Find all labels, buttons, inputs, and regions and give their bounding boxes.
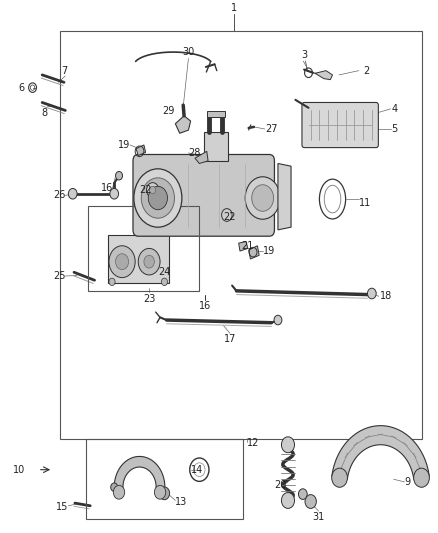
Text: 18: 18 <box>380 291 392 301</box>
Text: 29: 29 <box>162 106 175 116</box>
Text: 24: 24 <box>158 267 171 277</box>
Text: 8: 8 <box>41 108 47 118</box>
Circle shape <box>282 492 294 508</box>
FancyBboxPatch shape <box>133 155 275 236</box>
Circle shape <box>144 255 154 268</box>
Circle shape <box>109 246 135 278</box>
Bar <box>86 439 243 519</box>
Bar <box>108 235 169 283</box>
Circle shape <box>116 172 123 180</box>
Text: 14: 14 <box>191 465 203 475</box>
Text: 22: 22 <box>140 185 152 195</box>
Circle shape <box>413 468 429 487</box>
Text: 22: 22 <box>223 212 236 222</box>
Text: 23: 23 <box>143 294 155 303</box>
Polygon shape <box>239 241 248 251</box>
Bar <box>204 132 228 161</box>
Text: 12: 12 <box>247 438 260 448</box>
Circle shape <box>134 169 182 227</box>
Polygon shape <box>332 426 429 479</box>
Text: 31: 31 <box>312 512 325 522</box>
Circle shape <box>252 185 274 211</box>
Circle shape <box>109 278 115 286</box>
Circle shape <box>245 177 280 219</box>
Bar <box>60 31 422 439</box>
Polygon shape <box>195 151 208 164</box>
Text: 5: 5 <box>392 124 398 134</box>
Text: 26: 26 <box>53 190 65 200</box>
Circle shape <box>274 316 282 325</box>
Polygon shape <box>249 246 259 259</box>
Text: 19: 19 <box>118 140 130 150</box>
Text: 10: 10 <box>12 465 25 475</box>
Text: 2: 2 <box>363 66 369 76</box>
Circle shape <box>113 486 125 499</box>
Circle shape <box>111 483 118 491</box>
Text: 15: 15 <box>56 502 68 512</box>
Text: 16: 16 <box>199 302 211 311</box>
Polygon shape <box>114 456 165 494</box>
Text: 21: 21 <box>241 241 253 251</box>
Text: 25: 25 <box>53 271 65 281</box>
FancyBboxPatch shape <box>302 102 378 148</box>
Circle shape <box>116 254 129 270</box>
Circle shape <box>148 187 167 209</box>
Polygon shape <box>136 145 146 156</box>
Text: 9: 9 <box>405 477 411 487</box>
Polygon shape <box>278 164 291 230</box>
Text: 28: 28 <box>188 148 201 158</box>
Bar <box>207 111 225 117</box>
Text: 27: 27 <box>265 124 277 134</box>
Circle shape <box>298 489 307 499</box>
Bar <box>88 206 199 291</box>
Text: 13: 13 <box>175 497 187 506</box>
Polygon shape <box>175 116 191 133</box>
Polygon shape <box>315 71 332 79</box>
Circle shape <box>155 486 166 499</box>
Circle shape <box>141 178 174 218</box>
Circle shape <box>150 187 155 194</box>
Circle shape <box>282 437 294 453</box>
Text: 19: 19 <box>263 246 275 256</box>
Circle shape <box>305 495 316 508</box>
Text: 11: 11 <box>359 198 371 208</box>
Circle shape <box>161 278 167 286</box>
Text: 16: 16 <box>101 183 113 193</box>
Text: 3: 3 <box>301 50 307 60</box>
Text: 4: 4 <box>392 104 398 114</box>
Circle shape <box>110 189 119 199</box>
Text: 17: 17 <box>224 334 236 344</box>
Text: 30: 30 <box>182 47 194 58</box>
Text: 1: 1 <box>231 3 237 13</box>
Circle shape <box>68 189 77 199</box>
Circle shape <box>147 183 159 197</box>
Text: 6: 6 <box>18 83 25 93</box>
Circle shape <box>222 208 232 221</box>
Circle shape <box>367 288 376 299</box>
Circle shape <box>332 468 347 487</box>
Text: 7: 7 <box>61 66 67 76</box>
Circle shape <box>159 487 170 499</box>
Circle shape <box>138 248 160 275</box>
Text: 20: 20 <box>274 480 287 489</box>
